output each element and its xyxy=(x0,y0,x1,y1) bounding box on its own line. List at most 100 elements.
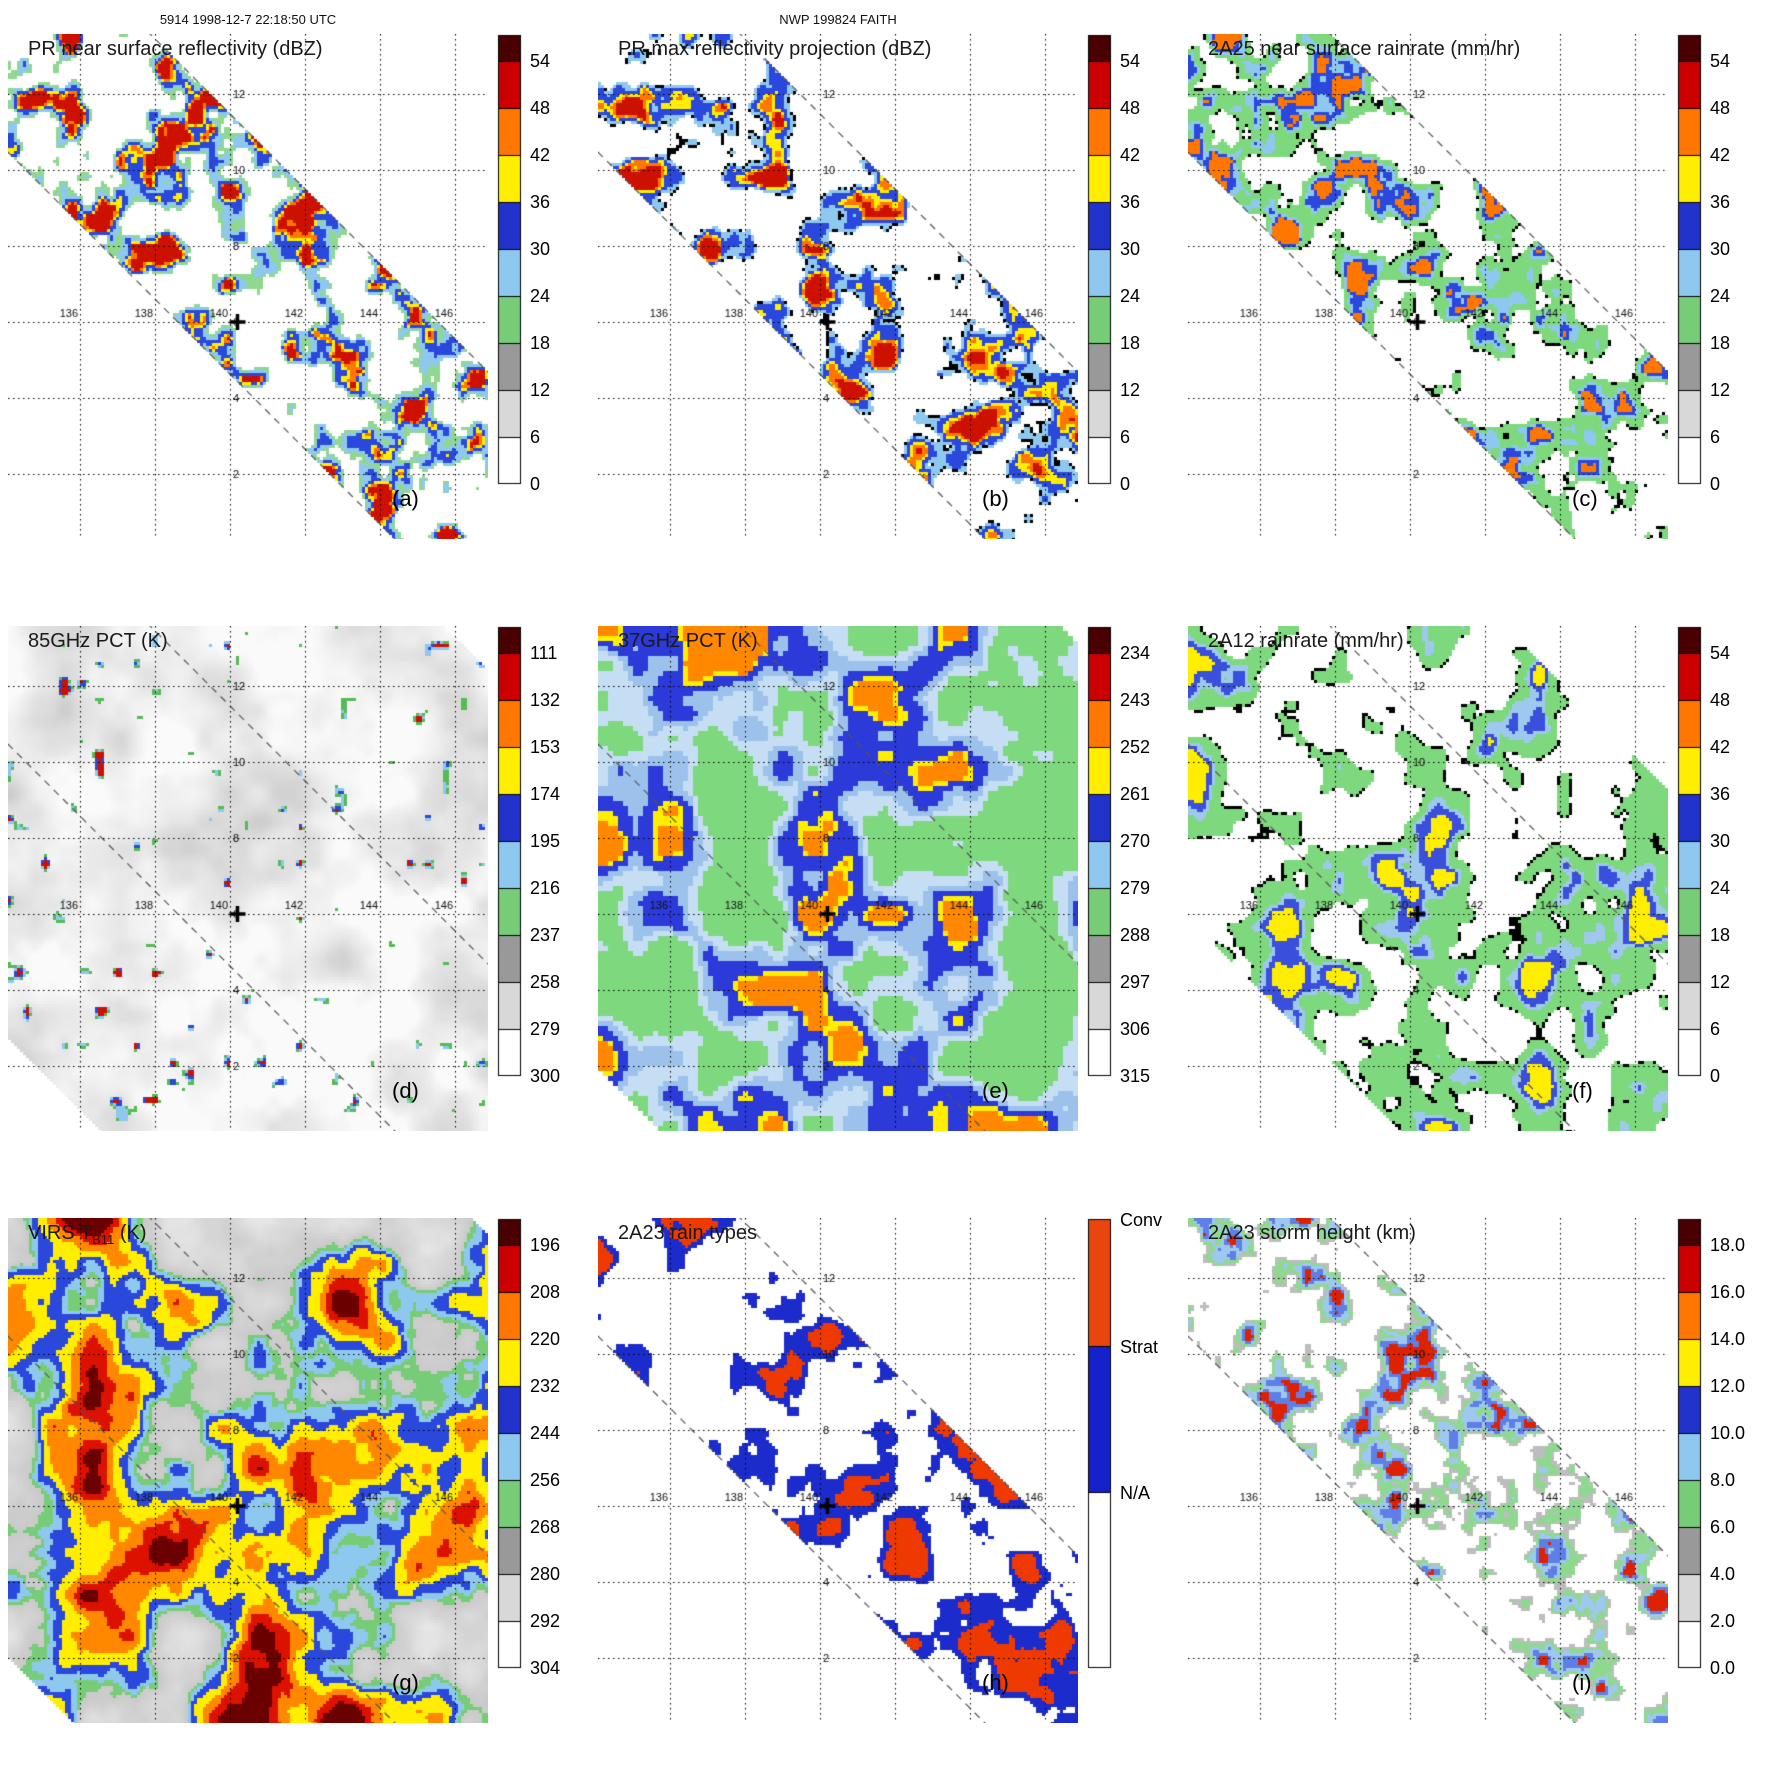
panel-letter-i: (i) xyxy=(1572,1670,1592,1695)
colorbar-tick-label: 48 xyxy=(530,98,551,118)
map-canvas-g xyxy=(8,1218,488,1723)
colorbar-bar xyxy=(1087,626,1113,1080)
colorbar-tick-label: 54 xyxy=(1120,51,1141,71)
title-rest: (K) xyxy=(114,1222,147,1244)
title-text: 2A25 near surface rainrate (mm/hr) xyxy=(1208,38,1521,60)
panel-letter-g: (g) xyxy=(392,1670,419,1695)
colorbar-bar xyxy=(497,626,523,1080)
colorbar-tick-label: 24 xyxy=(1120,286,1141,306)
colorbar-tick-label: 24 xyxy=(1710,286,1731,306)
panel-e: 37GHz PCT (K) (e) 234 243 252 261 270 279 288 2… xyxy=(590,618,1178,1180)
colorbar-i: 18.0 16.0 14.0 12.0 10.0 8.0 6.0 4.0 2.0 0.0 xyxy=(1677,1218,1767,1688)
colorbar-tick-label: 196 xyxy=(530,1235,561,1255)
panel-title-c: 2A25 near surface rainrate (mm/hr) xyxy=(1208,38,1520,63)
colorbar-tick-label: 42 xyxy=(1710,145,1731,165)
colorbar-bar xyxy=(1087,1218,1113,1672)
colorbar-tick-label: 6 xyxy=(530,427,541,447)
colorbar-category-label: Conv xyxy=(1120,1210,1163,1230)
colorbar-tick-label: 304 xyxy=(530,1658,561,1678)
map-canvas-b xyxy=(598,34,1078,539)
colorbar-tick-label: 12 xyxy=(1120,380,1141,400)
colorbar-tick-label: 232 xyxy=(530,1376,561,1396)
panel-i: 2A23 storm height (km) (i) 18.0 16.0 14.0 1… xyxy=(1180,1210,1768,1772)
colorbar-d: 111 132 153 174 195 216 237 258 279 300 xyxy=(497,626,587,1096)
colorbar-tick-label: 153 xyxy=(530,737,561,757)
title-subscript: B11 xyxy=(92,1232,115,1247)
colorbar-tick-label: 54 xyxy=(1710,643,1731,663)
panel-title-e: 37GHz PCT (K) xyxy=(618,630,758,655)
colorbar-tick-label: 6.0 xyxy=(1710,1517,1736,1537)
panel-d: 85GHz PCT (K) (d) 111 132 153 174 195 216 237 2… xyxy=(0,618,588,1180)
colorbar-tick-label: 270 xyxy=(1120,831,1151,851)
title-text: PR max reflectivity projection (dBZ) xyxy=(618,38,932,60)
title-text: PR near surface reflectivity (dBZ) xyxy=(28,38,323,60)
colorbar-tick-label: 12 xyxy=(1710,380,1731,400)
map-canvas-f xyxy=(1188,626,1668,1131)
colorbar-tick-label: 10.0 xyxy=(1710,1423,1746,1443)
colorbar-tick-label: 18 xyxy=(1710,925,1731,945)
colorbar-tick-label: 234 xyxy=(1120,643,1151,663)
colorbar-tick-label: 6 xyxy=(1710,1019,1721,1039)
colorbar-tick-label: 42 xyxy=(1710,737,1731,757)
colorbar-g: 196 208 220 232 244 256 268 280 292 304 xyxy=(497,1218,587,1688)
colorbar-c: 54 48 42 36 30 24 18 12 6 0 xyxy=(1677,34,1767,504)
colorbar-tick-label: 18 xyxy=(1710,333,1731,353)
colorbar-tick-label: 30 xyxy=(1710,831,1731,851)
colorbar-tick-label: 132 xyxy=(530,690,561,710)
colorbar-tick-label: 18 xyxy=(530,333,551,353)
map-canvas-a xyxy=(8,34,488,539)
panel-c: 2A25 near surface rainrate (mm/hr) (c) 5… xyxy=(1180,26,1768,588)
colorbar-bar xyxy=(1677,34,1703,488)
colorbar-tick-label: 14.0 xyxy=(1710,1329,1746,1349)
colorbar-tick-label: 258 xyxy=(530,972,561,992)
colorbar-b: 54 48 42 36 30 24 18 12 6 0 xyxy=(1087,34,1177,504)
colorbar-tick-label: 297 xyxy=(1120,972,1151,992)
colorbar-tick-label: 6 xyxy=(1710,427,1721,447)
colorbar-tick-label: 36 xyxy=(530,192,551,212)
colorbar-tick-label: 244 xyxy=(530,1423,561,1443)
colorbar-tick-label: 208 xyxy=(530,1282,561,1302)
colorbar-tick-label: 220 xyxy=(530,1329,561,1349)
colorbar-bar xyxy=(1677,626,1703,1080)
colorbar-bar xyxy=(497,34,523,488)
panel-f: 2A12 rainrate (mm/hr) (f) 54 48 42 36 30 24 18… xyxy=(1180,618,1768,1180)
colorbar-tick-label: 280 xyxy=(530,1564,561,1584)
colorbar-tick-label: 6 xyxy=(1120,427,1131,447)
title-text: 85GHz PCT (K) xyxy=(28,630,168,652)
map-canvas-d xyxy=(8,626,488,1131)
colorbar-tick-label: 292 xyxy=(530,1611,561,1631)
colorbar-tick-label: 0 xyxy=(530,474,541,494)
colorbar-tick-label: 0 xyxy=(1710,1066,1721,1086)
colorbar-tick-label: 174 xyxy=(530,784,561,804)
map-canvas-e xyxy=(598,626,1078,1131)
map-canvas-c xyxy=(1188,34,1668,539)
colorbar-bar xyxy=(1087,34,1113,488)
colorbar-tick-label: 0 xyxy=(1120,474,1131,494)
colorbar-tick-label: 12.0 xyxy=(1710,1376,1746,1396)
colorbar-tick-label: 48 xyxy=(1710,690,1731,710)
colorbar-tick-label: 279 xyxy=(530,1019,561,1039)
colorbar-tick-label: 12 xyxy=(530,380,551,400)
panel-title-d: 85GHz PCT (K) xyxy=(28,630,168,655)
colorbar-tick-label: 256 xyxy=(530,1470,561,1490)
title-text: 2A23 storm height (km) xyxy=(1208,1222,1416,1244)
panel-letter-c: (c) xyxy=(1572,486,1598,511)
colorbar-tick-label: 54 xyxy=(530,51,551,71)
colorbar-tick-label: 30 xyxy=(1120,239,1141,259)
colorbar-tick-label: 54 xyxy=(1710,51,1731,71)
panel-letter-h: (h) xyxy=(982,1670,1009,1695)
panel-h: 2A23 rain types (h) Conv Strat N/A xyxy=(590,1210,1178,1772)
colorbar-tick-label: 300 xyxy=(530,1066,561,1086)
title-text: 2A12 rainrate (mm/hr) xyxy=(1208,630,1404,652)
colorbar-tick-label: 237 xyxy=(530,925,561,945)
panel-title-h: 2A23 rain types xyxy=(618,1222,757,1247)
panel-title-i: 2A23 storm height (km) xyxy=(1208,1222,1416,1247)
colorbar-tick-label: 288 xyxy=(1120,925,1151,945)
colorbar-tick-label: 48 xyxy=(1710,98,1731,118)
colorbar-tick-label: 36 xyxy=(1710,192,1731,212)
map-canvas-h xyxy=(598,1218,1078,1723)
title-text: 2A23 rain types xyxy=(618,1222,757,1244)
panel-title-g: VIRS TB11 (K) xyxy=(28,1222,146,1247)
title-text: 37GHz PCT (K) xyxy=(618,630,758,652)
